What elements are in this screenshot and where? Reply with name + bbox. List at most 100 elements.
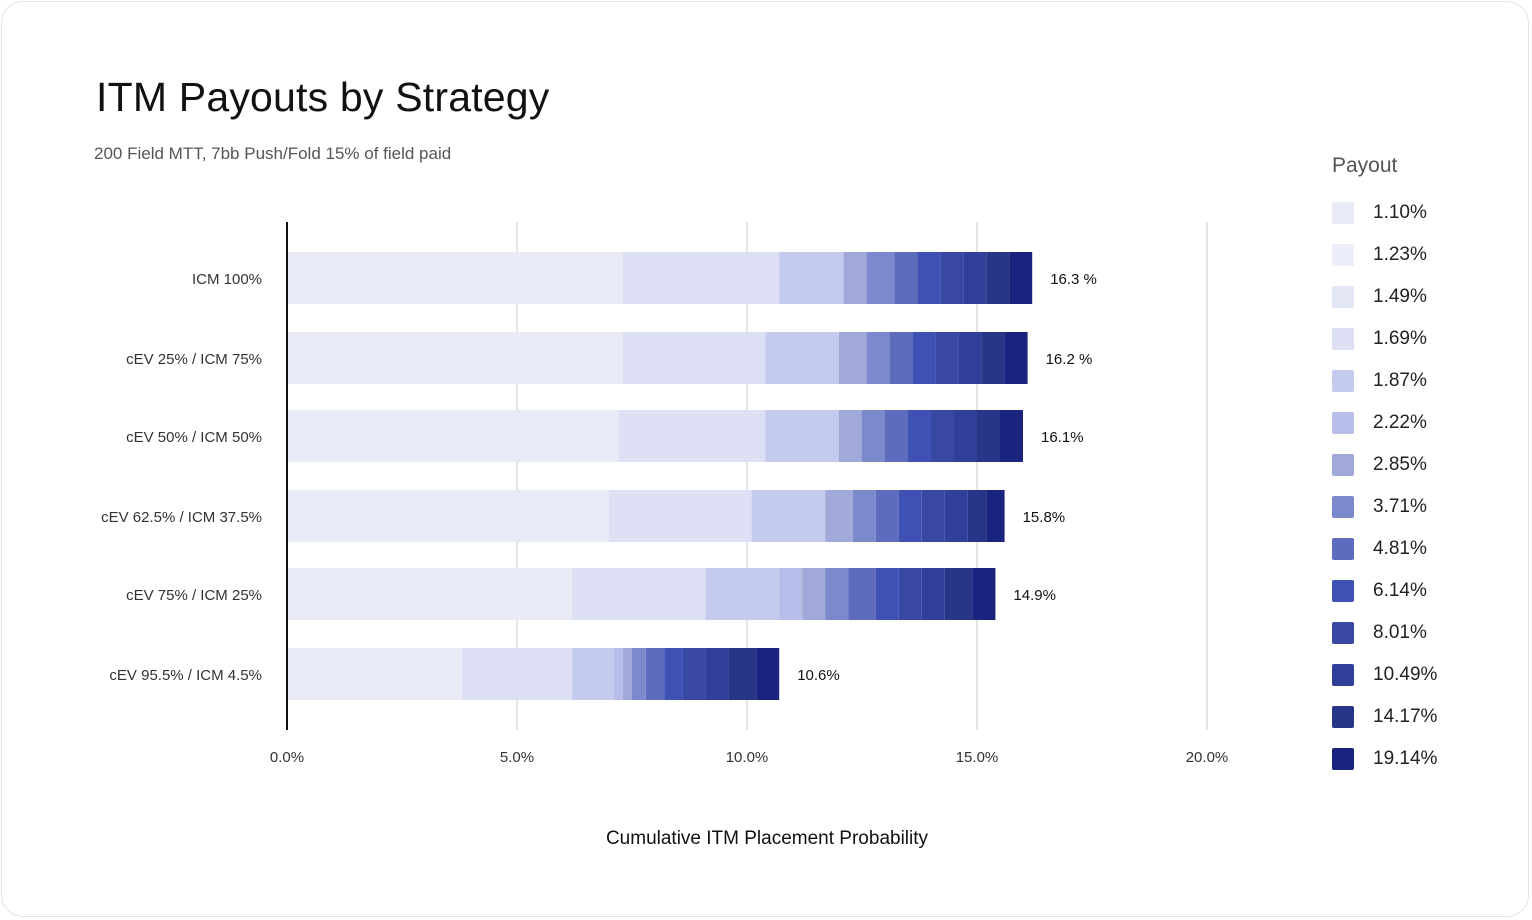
x-axis-title: Cumulative ITM Placement Probability [605, 828, 929, 849]
bar-segment [898, 568, 922, 620]
legend-label: 1.69% [1373, 328, 1427, 349]
legend-item: 2.22% [1332, 402, 1522, 444]
legend-swatch [1332, 706, 1354, 728]
bar-segment [935, 332, 959, 384]
bar-segment [866, 332, 890, 384]
bar-segment [981, 332, 1005, 384]
legend-label: 1.10% [1373, 202, 1427, 223]
bar-segment [885, 410, 908, 462]
bar-segment [875, 568, 899, 620]
bar-total-label: 16.3 % [1050, 271, 1097, 288]
legend-label: 4.81% [1373, 538, 1427, 559]
bar-segment [645, 648, 665, 700]
bar-segment [958, 332, 982, 384]
bar-segment [622, 332, 766, 384]
legend-item: 10.49% [1332, 654, 1522, 696]
x-tick-label: 20.0% [1186, 749, 1229, 766]
bar-segment [931, 410, 954, 462]
bar-total-label: 16.2 % [1046, 351, 1093, 368]
legend-swatch [1332, 370, 1354, 392]
legend-item: 1.23% [1332, 234, 1522, 276]
chart-title: ITM Payouts by Strategy [96, 74, 550, 120]
bar-segment [839, 332, 867, 384]
y-tick-label: cEV 50% / ICM 50% [126, 429, 262, 446]
bar-segment [972, 568, 996, 620]
bar-segment [912, 332, 936, 384]
bar-segment [921, 568, 945, 620]
bar-segment [940, 252, 964, 304]
legend-item: 1.49% [1332, 276, 1522, 318]
legend-label: 2.85% [1373, 454, 1427, 475]
legend-label: 1.87% [1373, 370, 1427, 391]
legend-label: 3.71% [1373, 496, 1427, 517]
bar-segment [862, 410, 885, 462]
legend-swatch [1332, 244, 1354, 266]
bar-segment [756, 648, 780, 700]
legend-label: 14.17% [1373, 706, 1438, 727]
bar-segment [572, 568, 706, 620]
bar-segment [618, 410, 766, 462]
bar-segment [944, 568, 973, 620]
bar-segment [572, 648, 614, 700]
bar-segment [921, 490, 945, 542]
legend-label: 19.14% [1373, 748, 1438, 769]
bar-chart: 0.0% 5.0% 10.0% 15.0% 20.0% ICM 100% 16.3 % cEV… [101, 222, 1229, 766]
bar-segment [986, 252, 1010, 304]
legend-swatch [1332, 748, 1354, 770]
legend-swatch [1332, 202, 1354, 224]
bar-segment [728, 648, 757, 700]
bar-total-label: 16.1% [1041, 429, 1084, 446]
chart-subtitle: 200 Field MTT, 7bb Push/Fold 15% of fiel… [94, 144, 452, 163]
bar-segment [967, 490, 987, 542]
legend-item: 14.17% [1332, 696, 1522, 738]
y-tick-label: cEV 95.5% / ICM 4.5% [109, 667, 262, 684]
legend-swatch [1332, 496, 1354, 518]
legend-items: 1.10% 1.23% 1.49% 1.69% 1.87% 2.22% 2.85% 3.71%… [1332, 192, 1522, 780]
bar-segment [802, 568, 826, 620]
bar-segment [825, 568, 849, 620]
legend-swatch [1332, 538, 1354, 560]
legend-swatch [1332, 454, 1354, 476]
bar-segment [977, 410, 1000, 462]
bar-segment [866, 252, 895, 304]
legend-swatch [1332, 412, 1354, 434]
legend-item: 2.85% [1332, 444, 1522, 486]
bar-segment [843, 252, 867, 304]
bar-segment [751, 490, 826, 542]
y-tick-label: cEV 25% / ICM 75% [126, 351, 262, 368]
bar-segment [287, 648, 462, 700]
legend-item: 8.01% [1332, 612, 1522, 654]
bar-segment [765, 332, 839, 384]
x-tick-label: 10.0% [726, 749, 769, 766]
bar-segment [898, 490, 922, 542]
legend: Payout 1.10% 1.23% 1.49% 1.69% 1.87% 2.22% 2.8… [1332, 154, 1522, 780]
bar-segment [917, 252, 941, 304]
legend-label: 1.49% [1373, 286, 1427, 307]
bar-segment [461, 648, 573, 700]
legend-label: 8.01% [1373, 622, 1427, 643]
x-tick-label: 15.0% [956, 749, 999, 766]
legend-label: 2.22% [1373, 412, 1427, 433]
bar-segment [848, 568, 876, 620]
bar-segment [908, 410, 931, 462]
bar-segment [622, 648, 632, 700]
bar-total-label: 15.8% [1023, 509, 1066, 526]
legend-label: 6.14% [1373, 580, 1427, 601]
legend-item: 1.10% [1332, 192, 1522, 234]
bar-segment [944, 490, 968, 542]
legend-label: 1.23% [1373, 244, 1427, 265]
y-tick-label: cEV 75% / ICM 25% [126, 587, 262, 604]
bar-segment [1004, 332, 1028, 384]
bar-segment [986, 490, 1005, 542]
bar-segment [1000, 410, 1023, 462]
bar-segment [889, 332, 913, 384]
bar-total-label: 10.6% [797, 667, 840, 684]
bar-segment [705, 568, 780, 620]
bar-segment [839, 410, 862, 462]
bar-segment [632, 648, 646, 700]
legend-swatch [1332, 328, 1354, 350]
legend-swatch [1332, 664, 1354, 686]
bar-segment [852, 490, 876, 542]
x-tick-label: 0.0% [270, 749, 304, 766]
